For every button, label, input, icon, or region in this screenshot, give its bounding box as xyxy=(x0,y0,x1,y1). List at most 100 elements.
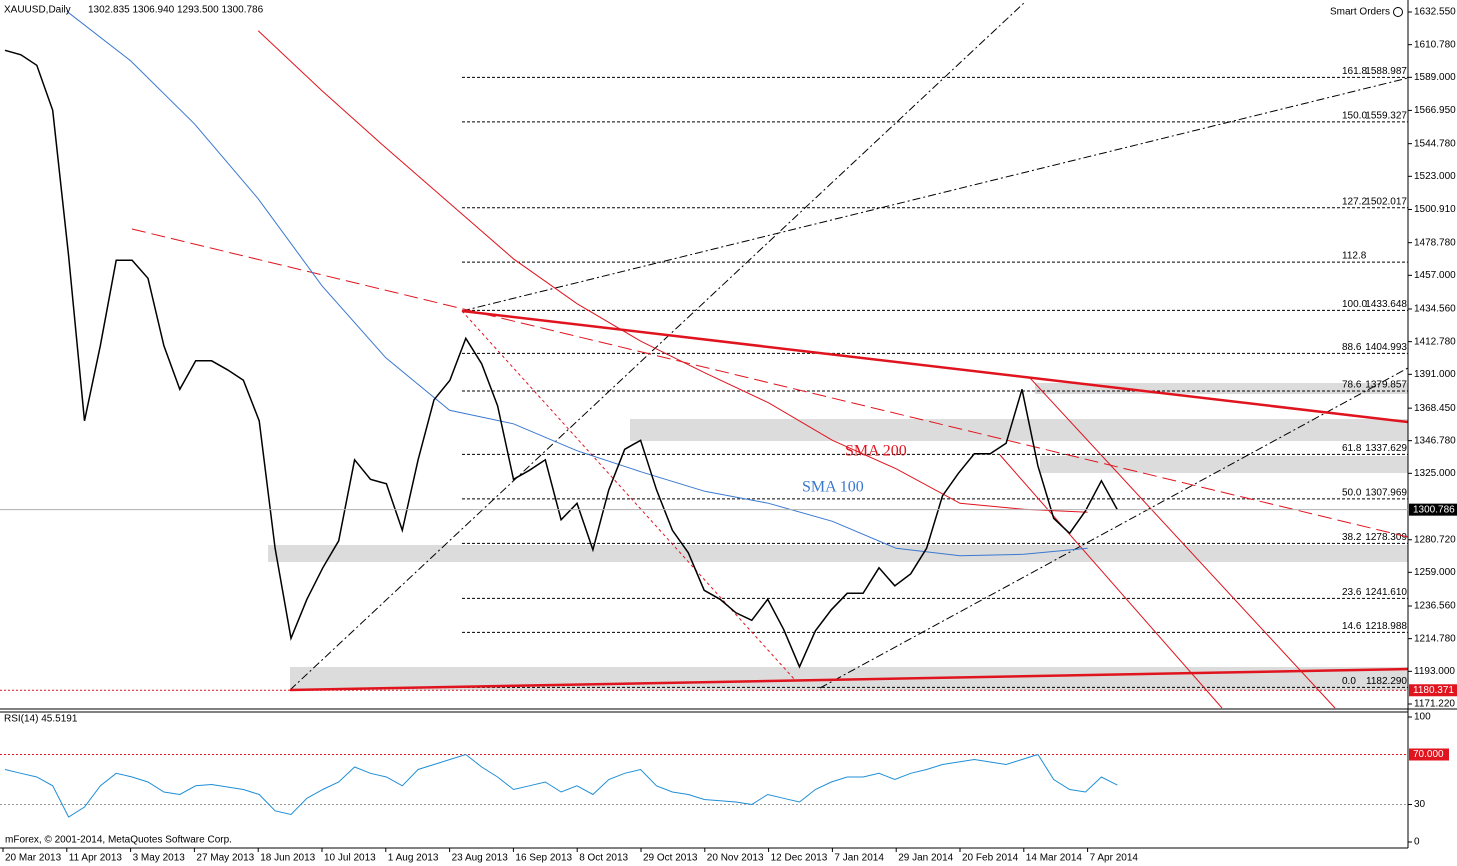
sma-label: SMA 100 xyxy=(802,479,864,496)
y-tick-label: 1544.780 xyxy=(1414,138,1456,149)
y-tick-label: 1193.000 xyxy=(1414,666,1455,677)
plot xyxy=(4,10,1118,669)
x-tick-label: 3 May 2013 xyxy=(133,853,186,864)
fib-price: 1379.857 xyxy=(1365,380,1407,391)
price-line xyxy=(4,49,1118,669)
fib-ratio: 23.6 xyxy=(1342,587,1362,598)
y-tick-label: 1325.000 xyxy=(1414,468,1456,479)
x-tick-label: 10 Jul 2013 xyxy=(324,853,376,864)
rsi-level-label: 70.000 xyxy=(1413,749,1444,760)
fib-price: 1404.993 xyxy=(1365,342,1407,353)
fib-ratio: 127.2 xyxy=(1342,196,1367,207)
y-tick-label: 1523.000 xyxy=(1414,171,1456,182)
x-tick-label: 12 Dec 2013 xyxy=(771,853,828,864)
fib-price: 1433.648 xyxy=(1365,299,1407,310)
quote: 1302.835 1306.940 1293.500 1300.786 xyxy=(88,5,264,16)
trend-line xyxy=(461,310,796,681)
fib-price: 1559.327 xyxy=(1365,110,1407,121)
fib-ratio: 150.0 xyxy=(1342,110,1367,121)
rsi-line xyxy=(4,753,1118,818)
channel-line xyxy=(461,77,1409,312)
x-tick-label: 20 Feb 2014 xyxy=(962,853,1019,864)
fib-price: 1502.017 xyxy=(1365,196,1407,207)
zone xyxy=(268,545,1408,562)
fib-ratio: 38.2 xyxy=(1342,532,1362,543)
y-tick-label: 1500.910 xyxy=(1414,204,1456,215)
y-tick-label: 1566.950 xyxy=(1414,105,1456,116)
rsi-tick-label: 100 xyxy=(1414,712,1431,723)
x-tick-label: 1 Aug 2013 xyxy=(388,853,439,864)
x-tick-label: 23 Aug 2013 xyxy=(452,853,509,864)
y-tick-label: 1280.720 xyxy=(1414,534,1456,545)
fib-ratio: 0.0 xyxy=(1342,676,1356,687)
smart-orders[interactable]: Smart Orders xyxy=(1330,7,1390,18)
y-tick-label: 1236.560 xyxy=(1414,601,1456,612)
fib-price: 1337.629 xyxy=(1365,443,1407,454)
x-tick-label: 8 Oct 2013 xyxy=(579,853,628,864)
x-tick-label: 20 Nov 2013 xyxy=(707,853,764,864)
fib-ratio: 14.6 xyxy=(1342,621,1362,632)
fib-ratio: 100.0 xyxy=(1342,299,1367,310)
x-tick-label: 27 May 2013 xyxy=(196,853,254,864)
low-box xyxy=(1409,684,1457,697)
rsi-tick-label: 0 xyxy=(1414,837,1420,848)
fib-ratio: 61.8 xyxy=(1342,443,1362,454)
symbol: XAUUSD,Daily xyxy=(4,5,71,16)
y-tick-label: 1434.560 xyxy=(1414,304,1456,315)
fib-price: 1241.610 xyxy=(1365,587,1407,598)
trend-line xyxy=(1029,377,1336,709)
fib-price: 1278.309 xyxy=(1365,532,1407,543)
y-tick-label: 1171.220 xyxy=(1414,699,1455,710)
y-tick-label: 1259.000 xyxy=(1414,567,1456,578)
x-tick-label: 11 Apr 2013 xyxy=(69,853,123,864)
sma-label: SMA 200 xyxy=(845,443,907,460)
low-label: 1180.371 xyxy=(1413,685,1454,696)
fib-ratio: 112.8 xyxy=(1342,251,1367,262)
x-tick-label: 7 Apr 2014 xyxy=(1090,853,1139,864)
y-tick-label: 1391.000 xyxy=(1414,369,1456,380)
fib-price: 1588.987 xyxy=(1365,66,1407,77)
y-tick-label: 1589.000 xyxy=(1414,72,1456,83)
zones xyxy=(268,383,1408,690)
y-tick-label: 1478.780 xyxy=(1414,237,1456,248)
x-tick-label: 29 Oct 2013 xyxy=(643,853,698,864)
sma-line xyxy=(66,10,1088,557)
fib-price: 1182.290 xyxy=(1366,676,1407,687)
y-tick-label: 1412.780 xyxy=(1414,336,1456,347)
x-tick-label: 7 Jan 2014 xyxy=(834,853,884,864)
y-tick-label: 1457.000 xyxy=(1414,270,1456,281)
fib-price: 1218.988 xyxy=(1365,621,1407,632)
fib-ratio: 88.6 xyxy=(1342,342,1362,353)
rsi-level-box xyxy=(1409,748,1449,761)
rsi-tick-label: 30 xyxy=(1414,799,1426,810)
fib-ratio: 78.6 xyxy=(1342,380,1362,391)
x-tick-label: 16 Sep 2013 xyxy=(515,853,572,864)
smart-orders-icon[interactable] xyxy=(1393,7,1403,17)
x-tick-label: 18 Jun 2013 xyxy=(260,853,315,864)
trend-line xyxy=(289,667,1409,692)
x-tick-label: 29 Jan 2014 xyxy=(898,853,953,864)
x-tick-label: 20 Mar 2013 xyxy=(5,853,62,864)
trend-line xyxy=(999,454,1223,709)
y-tick-label: 1610.780 xyxy=(1414,39,1456,50)
fib-ratio: 161.8 xyxy=(1342,66,1367,77)
drawings xyxy=(131,1,1409,709)
fib-ratio: 50.0 xyxy=(1342,488,1362,499)
last-label: 1300.786 xyxy=(1413,504,1455,515)
y-tick-label: 1632.550 xyxy=(1414,7,1456,18)
zone xyxy=(630,419,1408,441)
last-box xyxy=(1409,503,1457,516)
rsi-title: RSI(14) 45.5191 xyxy=(4,714,78,725)
y-tick-label: 1214.780 xyxy=(1414,633,1456,644)
trend-line xyxy=(131,228,1409,538)
zone xyxy=(1035,383,1408,394)
x-tick-label: 14 Mar 2014 xyxy=(1026,853,1083,864)
y-tick-label: 1368.450 xyxy=(1414,403,1456,414)
channel-line xyxy=(819,367,1409,689)
trend-line xyxy=(461,309,1409,424)
y-tick-label: 1346.780 xyxy=(1414,435,1456,446)
sma-line xyxy=(257,30,1088,513)
